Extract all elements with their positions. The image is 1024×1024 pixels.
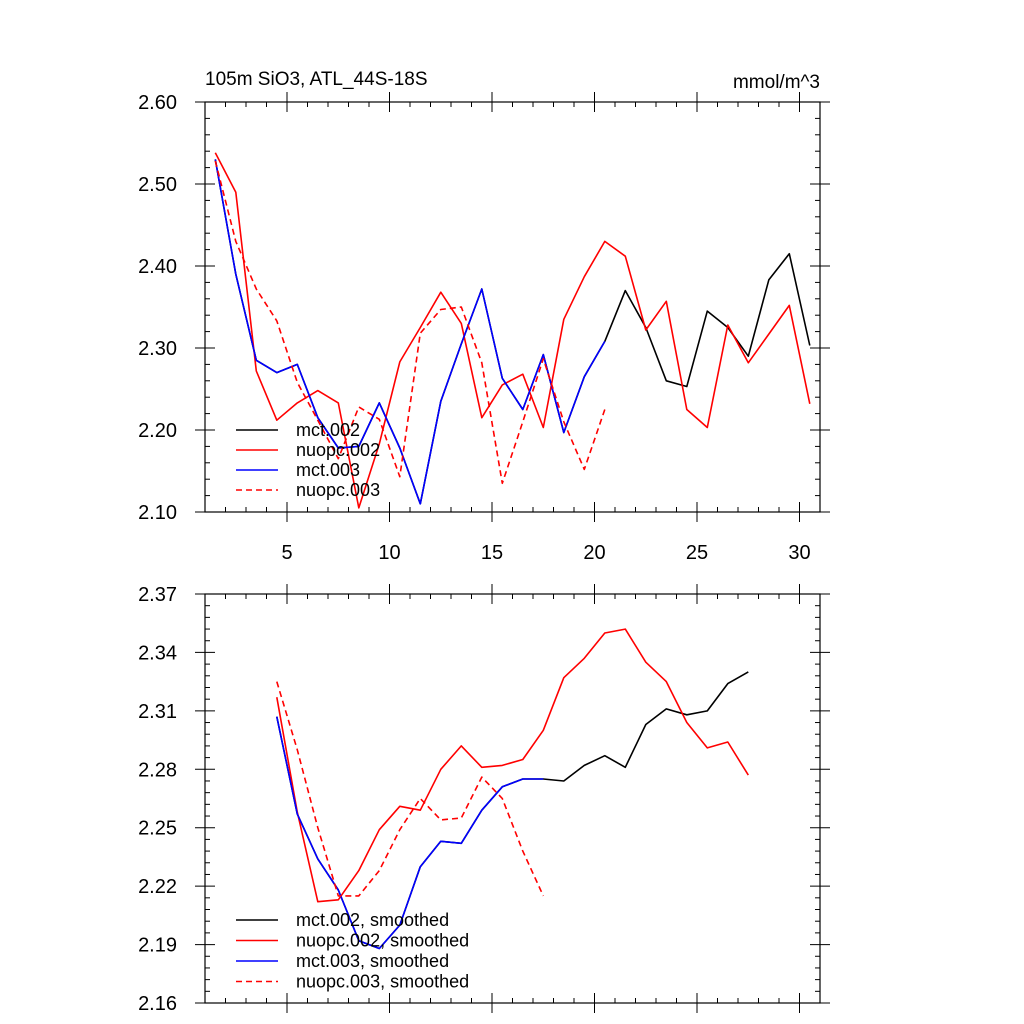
series-line-mct-002-smoothed — [276, 671, 749, 950]
top-panel: 5 10 15 20 25 30 2.10 2.20 2.30 2.40 2.50 2.60 105m … — [138, 69, 830, 564]
series-line-mct-003 — [214, 159, 606, 505]
legend-label: nuopc.003, smoothed — [296, 972, 469, 992]
y-tick-label: 2.30 — [138, 338, 177, 360]
legend-label: nuopc.002, smoothed — [296, 931, 469, 951]
legend-label: nuopc.002 — [296, 440, 380, 460]
y-tick-label: 2.34 — [138, 642, 177, 664]
legend-label: mct.003 — [296, 460, 360, 480]
y-tick-label: 2.20 — [138, 420, 177, 442]
x-tick-label: 30 — [788, 542, 810, 564]
y-tick-label: 2.50 — [138, 174, 177, 196]
x-tick-label: 15 — [481, 542, 503, 564]
series-line-mct-003-smoothed — [276, 716, 544, 950]
y-tick-label: 2.40 — [138, 256, 177, 278]
chart-title: 105m SiO3, ATL_44S-18S — [205, 69, 428, 90]
y-tick-label: 2.25 — [138, 818, 177, 840]
x-tick-label: 5 — [281, 542, 292, 564]
series-line-nuopc-003 — [214, 160, 606, 485]
y-tick-label: 2.10 — [138, 502, 177, 524]
x-tick-label: 20 — [583, 542, 605, 564]
y-tick-label: 2.16 — [138, 993, 177, 1015]
y-tick-label: 2.28 — [138, 759, 177, 781]
units-label: mmol/m^3 — [733, 72, 820, 93]
bottom-panel: 2.16 2.19 2.22 2.25 2.28 2.31 2.34 2.37 mct.002,… — [138, 584, 830, 1015]
legend-label: mct.002, smoothed — [296, 910, 449, 930]
y-tick-label: 2.37 — [138, 584, 177, 606]
legend-label: nuopc.003 — [296, 480, 380, 500]
y-tick-label: 2.19 — [138, 935, 177, 957]
x-tick-label: 10 — [378, 542, 400, 564]
series-line-nuopc-002-smoothed — [276, 628, 749, 903]
legend-label: mct.003, smoothed — [296, 951, 449, 971]
y-tick-label: 2.22 — [138, 876, 177, 898]
y-tick-label: 2.31 — [138, 701, 177, 723]
x-tick-label: 25 — [686, 542, 708, 564]
y-tick-label: 2.60 — [138, 92, 177, 114]
series-line-nuopc-003-smoothed — [276, 681, 545, 897]
legend-label: mct.002 — [296, 420, 360, 440]
series-line-nuopc-002 — [214, 152, 811, 509]
